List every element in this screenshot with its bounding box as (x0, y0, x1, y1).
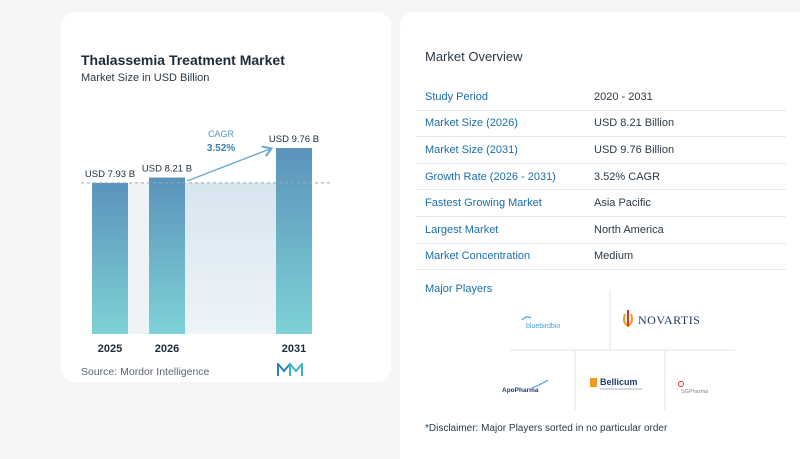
chart-card: Thalassemia Treatment Market Market Size… (61, 12, 391, 382)
major-players-title: Major Players (425, 283, 493, 295)
source-note: Source: Mordor Intelligence (81, 366, 210, 378)
data-label-2031: USD 9.76 B (269, 134, 319, 145)
disclaimer: *Disclaimer: Major Players sorted in no … (425, 423, 668, 434)
table-row: Market Size (2031) USD 9.76 Billion (416, 137, 786, 164)
player-bellicum: Bellicum (600, 377, 638, 387)
cagr-label: CAGR (208, 129, 235, 139)
bar-2026 (149, 177, 185, 334)
row-label: Market Size (2031) (425, 143, 518, 156)
market-overview-card: Market Overview Study Period 2020 - 2031… (400, 12, 800, 459)
row-value: USD 8.21 Billion (594, 117, 675, 130)
bar-chart: USD 7.93 B 2025 USD 8.21 B 2026 USD 9.76 B 20… (81, 129, 331, 355)
row-value: USD 9.76 Billion (594, 143, 675, 156)
data-label-2025: USD 7.93 B (85, 169, 135, 180)
player-novartis: NOVARTIS (638, 313, 700, 327)
row-value: Medium (594, 250, 634, 263)
gap-band (128, 182, 149, 334)
table-row: Fastest Growing Market Asia Pacific (416, 190, 786, 217)
mordor-logo-icon (277, 363, 303, 376)
row-value: Asia Pacific (594, 197, 651, 210)
category-label-2031: 2031 (282, 343, 306, 355)
table-row: Growth Rate (2026 - 2031) 3.52% CAGR (416, 164, 786, 191)
table-row: Market Size (2026) USD 8.21 Billion (416, 111, 786, 138)
cagr-arrow (186, 149, 270, 182)
player-bluebirdbio: bluebirdbio (526, 323, 560, 330)
bar-2025 (92, 182, 128, 334)
overview-title: Market Overview (425, 49, 523, 64)
sgpharma-logo: SGPharma (678, 381, 709, 395)
growth-band (185, 182, 276, 334)
row-value: 3.52% CAGR (594, 170, 661, 183)
bar-2031 (276, 148, 312, 334)
row-label: Study Period (425, 90, 488, 103)
row-label: Largest Market (425, 223, 499, 236)
category-label-2026: 2026 (155, 343, 179, 355)
table-row: Largest Market North America (416, 217, 786, 244)
row-label: Market Concentration (425, 250, 531, 263)
row-label: Market Size (2026) (425, 117, 518, 130)
player-sgpharma: SGPharma (681, 389, 709, 395)
chart-subtitle: Market Size in USD Billion (81, 72, 210, 84)
row-label: Fastest Growing Market (425, 197, 542, 210)
cagr-value: 3.52% (207, 143, 235, 154)
data-label-2026: USD 8.21 B (142, 164, 192, 175)
chart-title: Thalassemia Treatment Market (81, 52, 285, 68)
overview-table: Study Period 2020 - 2031 Market Size (20… (416, 84, 786, 271)
row-value: North America (594, 223, 664, 236)
apopharma-logo: ApoPharma (502, 379, 549, 394)
row-value: 2020 - 2031 (594, 90, 653, 103)
bluebirdbio-logo: bluebirdbio (521, 316, 560, 330)
novartis-logo: NOVARTIS (623, 310, 700, 328)
player-apopharma: ApoPharma (502, 387, 539, 394)
bellicum-logo: Bellicum (590, 377, 642, 390)
table-row: Market Concentration Medium (416, 244, 786, 271)
major-players-grid: bluebirdbio NOVARTIS Bellicum ApoPharma (502, 290, 735, 410)
table-row: Study Period 2020 - 2031 (416, 84, 786, 111)
category-label-2025: 2025 (98, 343, 122, 355)
row-label: Growth Rate (2026 - 2031) (425, 170, 556, 183)
